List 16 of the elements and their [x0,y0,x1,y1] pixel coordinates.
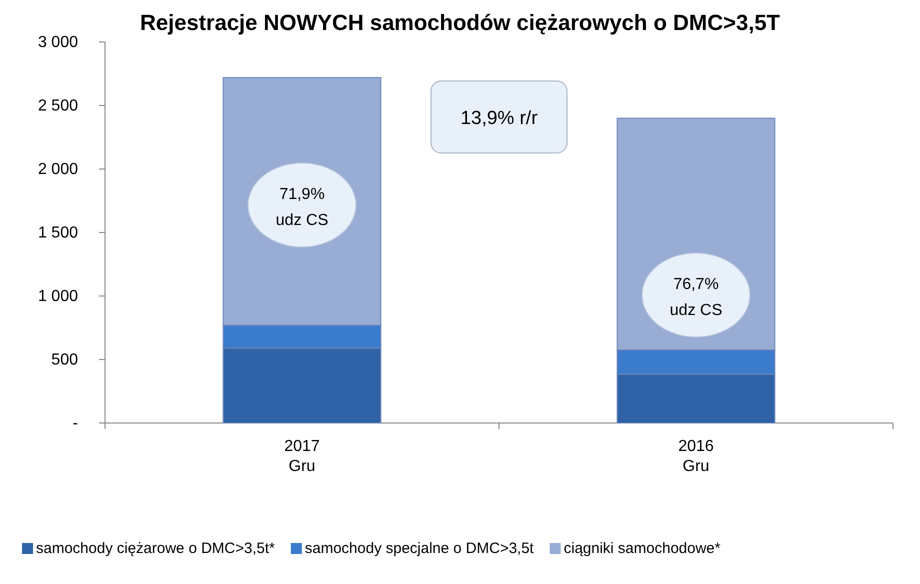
chart-title: Rejestracje NOWYCH samochodów ciężarowych o DMC>3,5T [140,10,781,35]
y-tick-label: 500 [51,352,78,369]
y-tick-label: 1 000 [38,288,78,306]
annotation: 71,9% udz CS [276,186,328,229]
legend-label: samochody specjalne o DMC>3,5t [304,540,535,557]
y-tick-label: 3 000 [38,34,78,52]
legend-label: ciągniki samochodowe* [564,540,721,557]
y-tick-label: 2 000 [38,161,78,178]
legend-label: samochody ciężarowe o DMC>3,5t* [36,540,276,557]
annotation: 76,7% udz CS [670,276,722,319]
x-tick-label: 2017 Gru [284,438,320,475]
x-tick-label: 2016 Gru [678,438,714,475]
y-tick-label: 2 500 [38,98,78,115]
y-tick-label: - [72,415,78,432]
annotation: 13,9% r/r [460,108,538,129]
y-tick-label: 1 500 [38,224,78,242]
